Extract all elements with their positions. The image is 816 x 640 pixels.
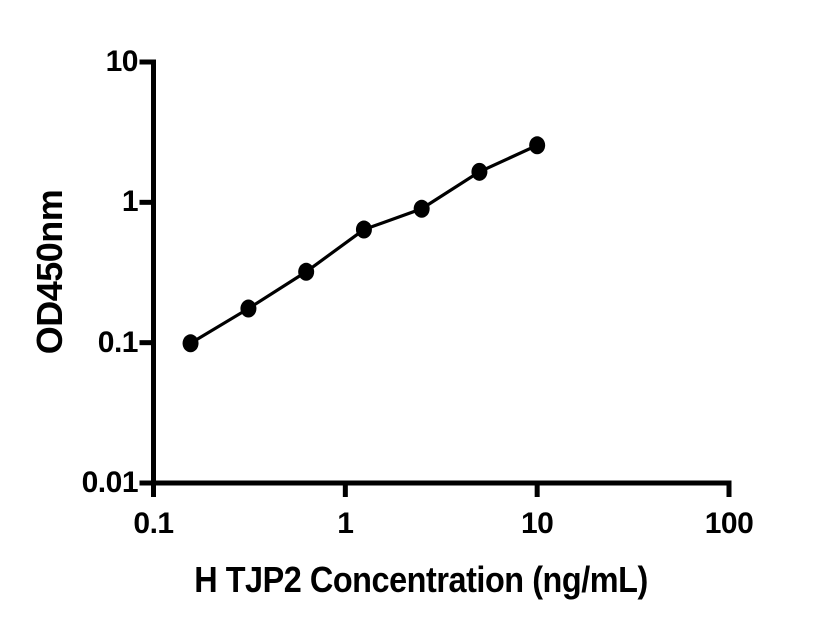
x-axis-title: H TJP2 Concentration (ng/mL): [194, 559, 648, 600]
data-point-marker: [298, 262, 315, 281]
data-point-marker: [413, 199, 430, 218]
data-point-marker: [355, 220, 372, 239]
data-point-marker: [529, 136, 546, 155]
data-point-marker: [182, 334, 199, 353]
data-point-marker: [471, 162, 488, 181]
y-axis-title: OD450nm: [29, 189, 70, 355]
data-point-marker: [240, 299, 257, 318]
